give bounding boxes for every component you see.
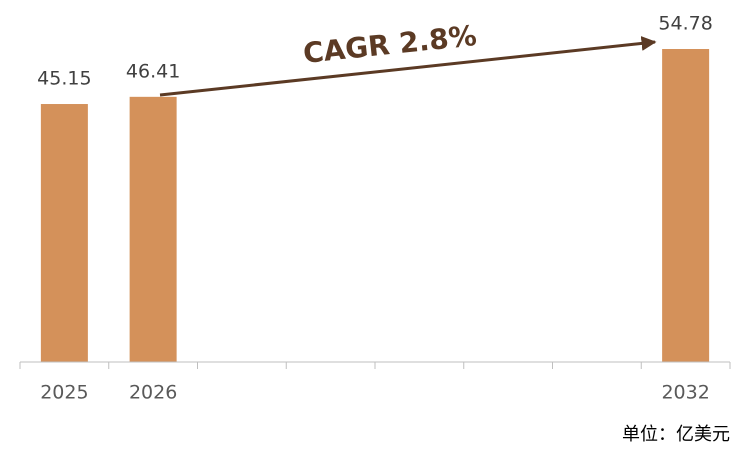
value-label: 45.15: [37, 68, 91, 90]
x-tick-label: 2032: [661, 382, 709, 404]
bar: [40, 104, 88, 362]
value-label: 54.78: [658, 13, 712, 35]
bar: [662, 49, 710, 362]
x-tick-label: 2025: [40, 382, 88, 404]
bar: [129, 96, 177, 362]
cagr-arrow: [159, 35, 657, 97]
unit-note: 单位：亿美元: [622, 424, 730, 445]
value-label: 46.41: [126, 60, 180, 82]
x-tick-label: 2026: [129, 382, 177, 404]
